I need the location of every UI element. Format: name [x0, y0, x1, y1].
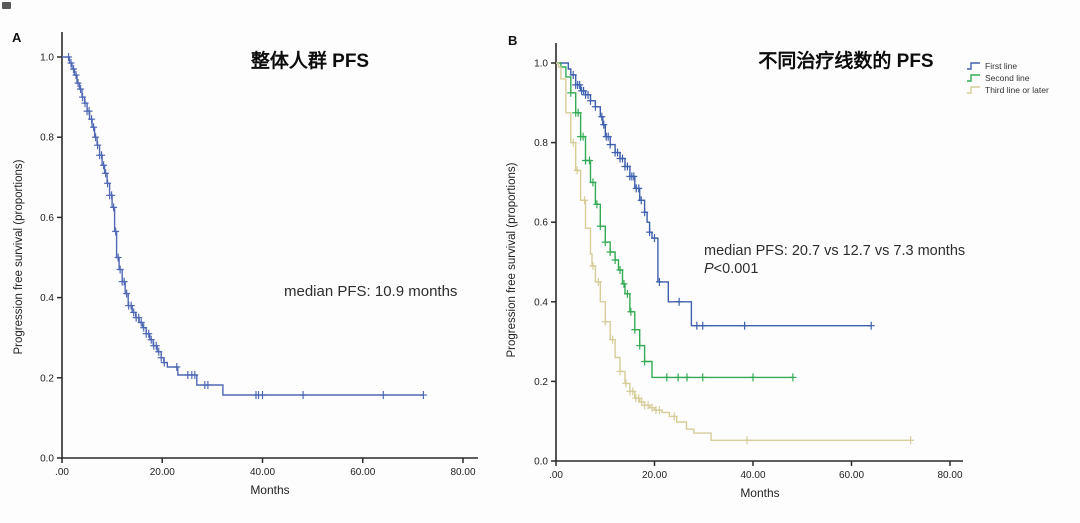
panel-a-y-tick-label: 0.0 [40, 454, 54, 465]
first-line-step-icon [967, 61, 980, 70]
panel-a-x-tick-label: .00 [55, 467, 69, 478]
panel-a-x-tick-label: 60.00 [350, 467, 375, 478]
panel-b-y-tick-label: 0.0 [534, 457, 548, 468]
panel-b-x-tick-label: .00 [549, 470, 563, 481]
panel-b-x-tick-label: 20.00 [642, 470, 667, 481]
panel-b-y-tick-label: 0.2 [534, 377, 548, 388]
panel-b-title: 不同治疗线数的 PFS [758, 51, 934, 72]
panel-b-x-tick-label: 40.00 [740, 470, 765, 481]
panel-a-plot: 0.0 0.2 0.4 0.6 0.8 1.0 .00 20.00 40.00 60.00 80.0… [40, 32, 478, 478]
legend-item-third-line: Third line or later [966, 84, 1049, 95]
panel-b-y-tick-label: 0.6 [534, 218, 548, 229]
panel-b-x-axis-title: Months [740, 486, 780, 500]
legend-label-second-line: Second line [985, 72, 1030, 83]
panel-a-y-tick-label: 0.8 [40, 133, 54, 144]
legend-item-second-line: Second line [966, 72, 1049, 83]
panel-a-title: 整体人群 PFS [250, 51, 370, 72]
panel-a-y-tick-label: 0.2 [40, 373, 54, 384]
legend-label-third-line: Third line or later [985, 84, 1049, 95]
legend-item-first-line: First line [966, 60, 1049, 71]
second-line-step-icon [967, 73, 980, 82]
panel-a-y-tick-label: 0.6 [40, 213, 54, 224]
panel-a-km-curve-- [62, 56, 424, 396]
legend-label-first-line: First line [985, 60, 1018, 71]
legend: First line Second line Third line or lat… [966, 60, 1049, 95]
panel-b-km-curve-third-line-or-later [556, 62, 911, 441]
panel-a-x-tick-label: 20.00 [150, 467, 175, 478]
panel-b-letter: B [508, 33, 518, 48]
panel-b-y-axis-title: Progression free survival (proportions) [506, 162, 518, 358]
panel-a-y-tick-label: 1.0 [40, 53, 54, 64]
panel-b-y-tick-label: 0.4 [534, 297, 548, 308]
panel-b-plot: 0.0 0.2 0.4 0.6 0.8 1.0 .00 20.00 40.00 60.00 80.0… [534, 43, 963, 481]
panel-a-letter: A [12, 30, 22, 45]
panel-b-pvalue-annotation: P<0.001 [704, 261, 759, 277]
scan-artifact [2, 2, 11, 9]
panel-a-y-tick-label: 0.4 [40, 293, 54, 304]
panel-b-x-tick-label: 60.00 [839, 470, 864, 481]
panel-a-y-axis-title: Progression free survival (proportions) [13, 159, 25, 355]
panel-a-x-axis-title: Months [250, 483, 290, 497]
panel-b-y-tick-label: 1.0 [534, 59, 548, 70]
panel-b-x-tick-label: 80.00 [937, 470, 962, 481]
panel-b-km-curve-second-line [556, 62, 793, 379]
panel-a-x-tick-label: 80.00 [450, 467, 475, 478]
panel-a-x-tick-label: 40.00 [250, 467, 275, 478]
panel-a-median-annotation: median PFS: 10.9 months [284, 283, 458, 300]
panel-b-km-curve-first-line [556, 62, 872, 327]
panel-b-median-annotation: median PFS: 20.7 vs 12.7 vs 7.3 months [704, 243, 966, 259]
panel-b-y-tick-label: 0.8 [534, 138, 548, 149]
third-line-step-icon [967, 85, 980, 94]
